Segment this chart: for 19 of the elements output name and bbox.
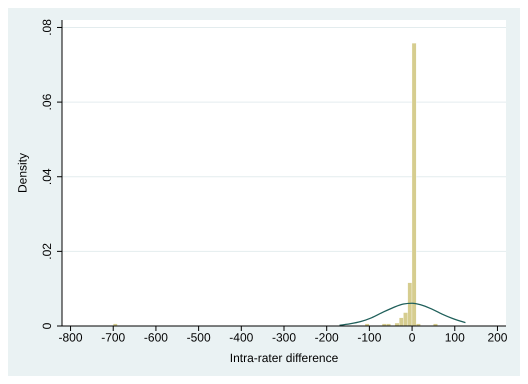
x-tick-label: 0 [408,330,416,345]
y-tick-label: .08 [40,18,54,36]
x-tick-label: -800 [58,330,83,345]
x-tick-label: -600 [144,330,168,345]
x-tick-label: -700 [101,330,126,345]
y-tick-label: .06 [40,93,54,110]
x-tick-label: -500 [186,330,211,345]
x-axis-title: Intra-rater difference [230,351,339,365]
x-tick-label: -300 [272,330,296,345]
x-tick-label: 100 [444,330,466,345]
x-tick-label: -400 [229,330,254,345]
y-tick-label: 0 [40,322,54,330]
x-tick-label: -200 [314,330,340,345]
y-tick-label: .04 [40,168,54,186]
x-tick-label: -100 [357,330,382,345]
line-series [338,302,466,326]
y-tick-label: .02 [40,242,54,260]
x-tick-label: 200 [487,330,508,345]
y-axis-title: Density [15,152,30,194]
